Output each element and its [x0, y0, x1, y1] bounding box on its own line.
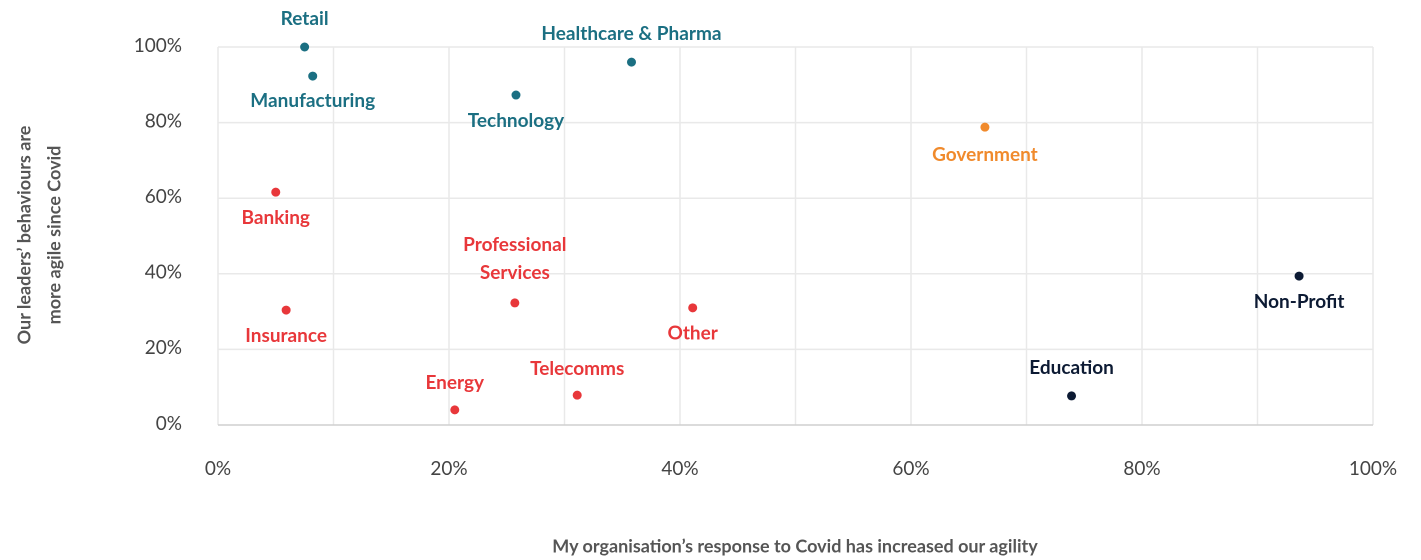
grid: [217, 46, 1374, 426]
x-tick-label: 40%: [661, 457, 698, 480]
point-label: Healthcare & Pharma: [541, 22, 721, 45]
point-label: Other: [668, 322, 719, 345]
y-tick-label: 40%: [145, 261, 182, 284]
x-tick-label: 0%: [205, 457, 231, 480]
y-tick-label: 80%: [145, 109, 182, 132]
y-axis-title: more agile since Covid: [43, 146, 65, 325]
y-tick-label: 0%: [156, 412, 182, 435]
data-point: [510, 298, 520, 308]
point-label: Government: [932, 143, 1038, 166]
data-point: [688, 303, 698, 313]
y-tick-label: 100%: [134, 34, 182, 57]
data-point: [308, 71, 318, 81]
data-point: [626, 57, 636, 67]
point-label: Education: [1029, 356, 1114, 379]
data-point: [980, 122, 990, 132]
point-label: Telecomms: [530, 357, 624, 380]
data-point: [1067, 391, 1077, 401]
point-label: Non-Profit: [1254, 290, 1345, 313]
x-tick-label: 60%: [892, 457, 929, 480]
data-point: [450, 405, 460, 415]
point-label: Banking: [242, 206, 310, 229]
data-point: [281, 305, 291, 315]
data-point: [1294, 271, 1304, 281]
x-tick-label: 100%: [1349, 457, 1397, 480]
point-label: Energy: [425, 371, 485, 394]
point-label: Professional Services: [463, 233, 566, 284]
data-point: [300, 42, 310, 52]
y-tick-label: 20%: [145, 336, 182, 359]
point-label: Technology: [468, 109, 565, 132]
point-label: Manufacturing: [250, 89, 375, 112]
x-tick-label: 20%: [430, 457, 467, 480]
y-tick-label: 60%: [145, 185, 182, 208]
data-point: [572, 390, 582, 400]
data-point: [271, 187, 281, 197]
x-axis-title: My organisation’s response to Covid has …: [552, 535, 1038, 557]
x-tick-label: 80%: [1123, 457, 1160, 480]
y-axis-title: Our leaders’ behaviours are: [13, 125, 35, 344]
point-label: Retail: [281, 7, 329, 30]
data-point: [511, 90, 521, 100]
point-label: Insurance: [245, 324, 327, 347]
